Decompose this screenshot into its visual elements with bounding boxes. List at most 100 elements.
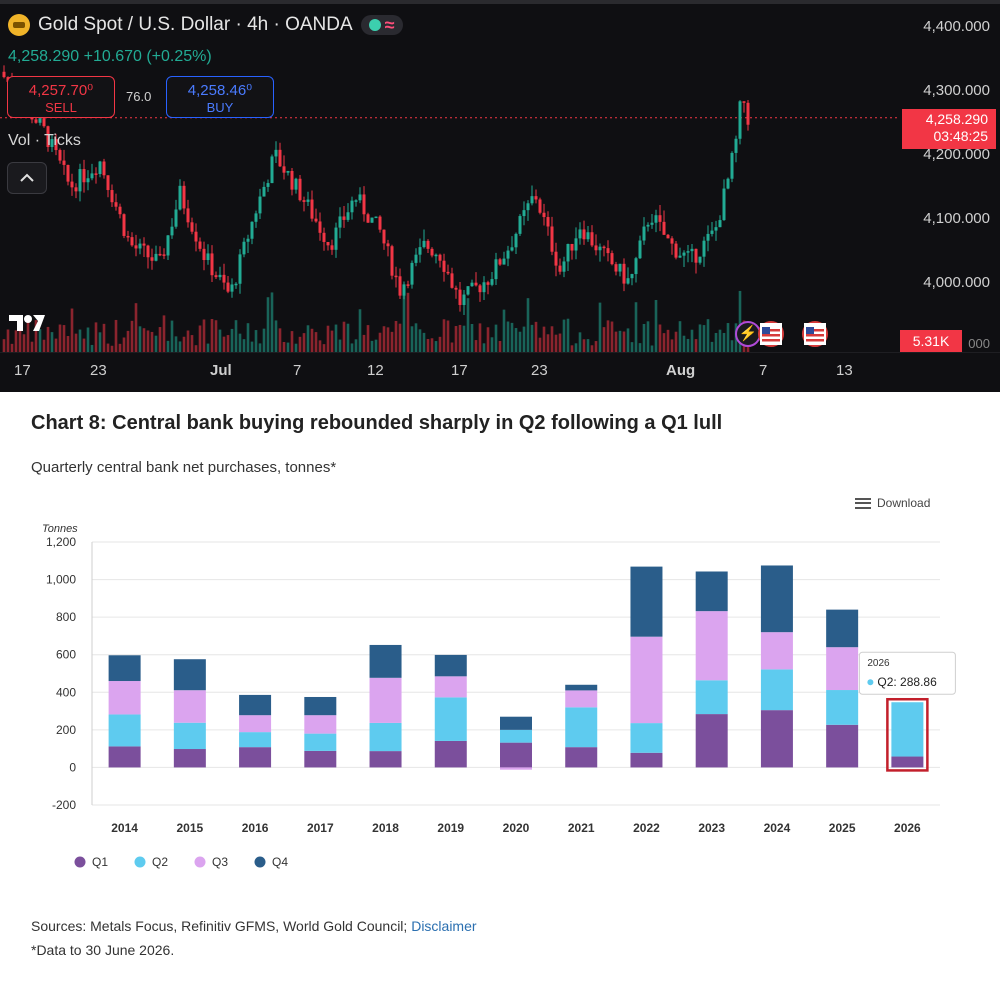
bar-2020-q3[interactable] <box>500 767 532 770</box>
legend-label[interactable]: Q1 <box>92 855 108 869</box>
legend-marker[interactable] <box>194 856 206 868</box>
legend-marker[interactable] <box>74 856 86 868</box>
tradingview-logo[interactable] <box>9 313 47 339</box>
legend-label[interactable]: Q2 <box>152 855 168 869</box>
volume-bar <box>434 341 438 352</box>
volume-bar <box>34 320 38 352</box>
volume-indicator-label[interactable]: Vol · Ticks <box>8 132 81 149</box>
bar-2016-q2[interactable] <box>239 732 272 748</box>
bar-2018-q4[interactable] <box>369 644 402 678</box>
bar-2017-q2[interactable] <box>304 733 337 751</box>
bar-2025-q2[interactable] <box>826 690 859 725</box>
volume-bar <box>30 341 34 352</box>
bar-2019-q3[interactable] <box>434 676 467 698</box>
candle-body <box>526 203 530 211</box>
bar-2021-q4[interactable] <box>565 684 598 691</box>
symbol-header[interactable]: Gold Spot / U.S. Dollar · 4h · OANDA ≈ <box>8 14 403 36</box>
bar-2023-q3[interactable] <box>695 611 728 681</box>
bar-2021-q2[interactable] <box>565 707 598 748</box>
bar-2018-q3[interactable] <box>369 677 402 723</box>
bar-2015-q4[interactable] <box>173 659 206 691</box>
bar-2021-q1[interactable] <box>565 747 598 768</box>
bar-2014-q2[interactable] <box>108 714 141 747</box>
bar-2016-q4[interactable] <box>239 694 272 716</box>
bar-2024-q2[interactable] <box>760 669 793 711</box>
candle-body <box>554 251 558 266</box>
volume-bar <box>674 331 678 352</box>
bar-2015-q1[interactable] <box>173 749 206 768</box>
y-tick-label: 200 <box>56 723 76 737</box>
bar-2026-q2[interactable] <box>891 702 924 757</box>
bar-2014-q1[interactable] <box>108 746 141 768</box>
bar-2014-q3[interactable] <box>108 681 141 715</box>
volume-bar <box>262 328 266 352</box>
bar-2017-q3[interactable] <box>304 715 337 734</box>
bar-2025-q1[interactable] <box>826 724 859 768</box>
candle-body <box>306 199 310 202</box>
bar-2019-q1[interactable] <box>434 740 467 768</box>
chart-subtitle: Quarterly central bank net purchases, to… <box>31 459 337 476</box>
candle-body <box>630 274 634 279</box>
legend-label[interactable]: Q3 <box>212 855 228 869</box>
download-button[interactable]: Download <box>855 496 930 510</box>
bar-2022-q4[interactable] <box>630 566 663 637</box>
bar-2022-q2[interactable] <box>630 723 663 753</box>
bar-2024-q1[interactable] <box>760 710 793 768</box>
volume-bar <box>218 329 222 352</box>
candle-body <box>94 173 98 175</box>
bar-2022-q3[interactable] <box>630 636 663 724</box>
bar-2026-q1[interactable] <box>891 756 924 768</box>
bar-2024-q4[interactable] <box>760 565 793 633</box>
bar-2025-q4[interactable] <box>826 609 859 648</box>
candle-body <box>410 262 414 285</box>
bar-2021-q3[interactable] <box>565 690 598 708</box>
lightning-icon[interactable]: ⚡ <box>735 321 761 347</box>
bar-2017-q1[interactable] <box>304 750 337 768</box>
us-flag-icon[interactable] <box>758 321 784 347</box>
bar-2025-q3[interactable] <box>826 647 859 691</box>
volume-bar <box>410 326 414 352</box>
bar-2023-q4[interactable] <box>695 571 728 612</box>
symbol-name: Gold Spot / U.S. Dollar · 4h · OANDA <box>38 14 353 35</box>
bar-2017-q4[interactable] <box>304 696 337 716</box>
live-indicator-icon[interactable]: ≈ <box>360 15 403 35</box>
candlestick-area[interactable] <box>0 0 1000 392</box>
volume-bar <box>242 339 246 352</box>
legend-label[interactable]: Q4 <box>272 855 288 869</box>
bar-2020-q1[interactable] <box>500 742 532 768</box>
bar-2014-q4[interactable] <box>108 655 141 682</box>
volume-bar <box>322 344 326 352</box>
bar-2018-q1[interactable] <box>369 751 402 768</box>
disclaimer-link[interactable]: Disclaimer <box>411 918 477 934</box>
volume-bar <box>378 332 382 352</box>
bar-2018-q2[interactable] <box>369 722 402 752</box>
collapse-button[interactable] <box>7 162 47 194</box>
legend-marker[interactable] <box>254 856 266 868</box>
bar-2016-q3[interactable] <box>239 715 272 733</box>
candle-body <box>34 119 38 123</box>
bar-2023-q2[interactable] <box>695 680 728 715</box>
bar-2016-q1[interactable] <box>239 747 272 768</box>
bar-2019-q2[interactable] <box>434 697 467 741</box>
bar-2020-q4[interactable] <box>500 716 532 730</box>
bar-2023-q1[interactable] <box>695 714 728 768</box>
volume-bar <box>334 324 338 352</box>
bar-2015-q3[interactable] <box>173 690 206 723</box>
bar-2015-q2[interactable] <box>173 722 206 750</box>
volume-bar <box>502 309 506 352</box>
bar-2020-q2[interactable] <box>500 729 532 743</box>
legend-marker[interactable] <box>134 856 146 868</box>
volume-bar <box>198 325 202 352</box>
volume-bar <box>650 345 654 352</box>
bar-2024-q3[interactable] <box>760 632 793 670</box>
candle-body <box>622 263 626 284</box>
bar-2022-q1[interactable] <box>630 752 663 768</box>
volume-bar <box>302 333 306 352</box>
buy-button[interactable]: 4,258.46⁰ BUY <box>166 76 274 118</box>
sell-button[interactable]: 4,257.70⁰ SELL <box>7 76 115 118</box>
us-flag-icon[interactable] <box>802 321 828 347</box>
bar-2019-q4[interactable] <box>434 654 467 677</box>
last-price-change: 4,258.290 +10.670 (+0.25%) <box>8 48 212 65</box>
volume-bar <box>486 327 490 352</box>
time-axis[interactable] <box>0 352 1000 392</box>
